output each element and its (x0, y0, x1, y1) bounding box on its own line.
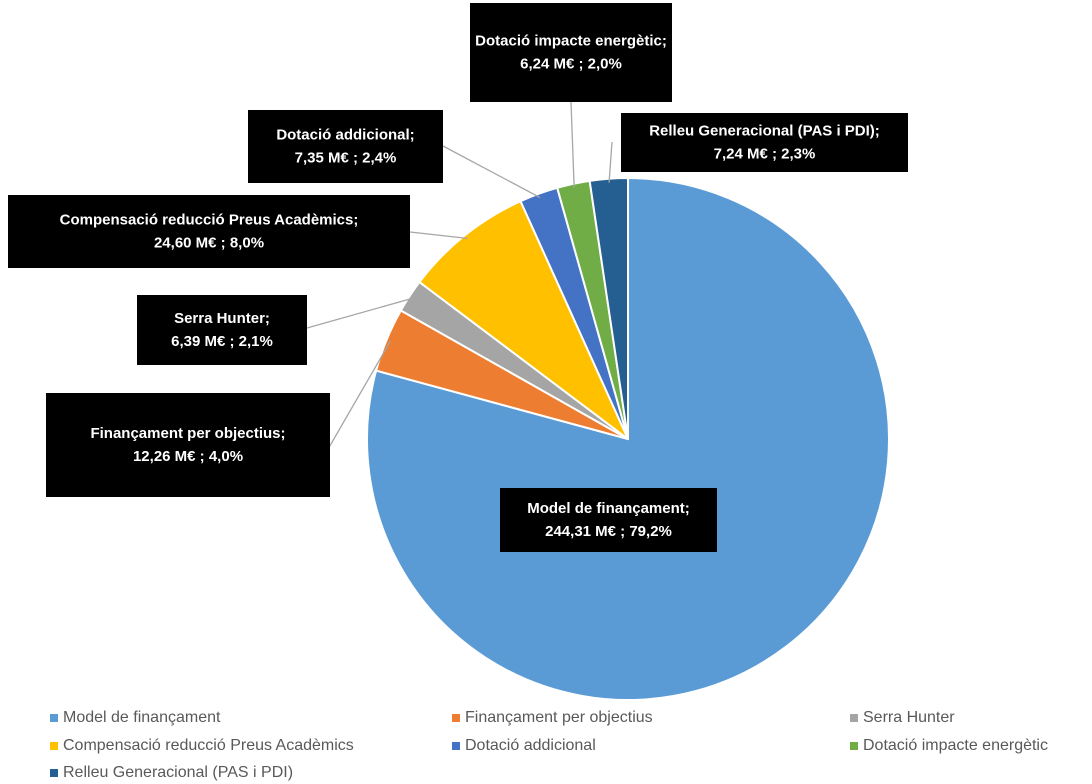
data-label: 6,39 M€ ; 2,1% (171, 333, 273, 350)
leader-line (442, 145, 541, 199)
label-box (470, 3, 672, 102)
legend-label: Finançament per objectius (465, 709, 653, 726)
leader-line (608, 141, 613, 183)
legend-label: Dotació impacte energètic (863, 737, 1048, 754)
data-label-name: Model de finançament; (527, 500, 690, 517)
leader-line (570, 101, 575, 188)
leader-line (409, 231, 468, 240)
legend-swatch (452, 742, 460, 750)
legend-label: Serra Hunter (863, 709, 955, 726)
legend-swatch (452, 714, 460, 722)
data-label-name: Dotació addicional; (276, 126, 414, 143)
data-label-name: Relleu Generacional (PAS i PDI); (649, 122, 880, 139)
data-label: 6,24 M€ ; 2,0% (520, 55, 622, 72)
label-box (248, 110, 443, 183)
legend-swatch (850, 714, 858, 722)
label-box (137, 295, 307, 365)
legend-label: Dotació addicional (465, 737, 596, 754)
data-label: 24,60 M€ ; 8,0% (154, 234, 264, 251)
leader-line (306, 297, 414, 329)
label-box (46, 393, 330, 497)
data-label-name: Dotació impacte energètic; (475, 32, 667, 49)
data-label: 7,35 M€ ; 2,4% (295, 149, 397, 166)
data-label-name: Compensació reducció Preus Acadèmics; (60, 211, 359, 228)
label-box (621, 113, 908, 172)
legend-swatch (50, 742, 58, 750)
data-label: 7,24 M€ ; 2,3% (714, 145, 816, 162)
data-label: 244,31 M€ ; 79,2% (545, 523, 672, 540)
label-box (500, 488, 717, 552)
pie-slice (418, 199, 629, 440)
data-label-name: Serra Hunter; (174, 310, 270, 327)
data-label: 12,26 M€ ; 4,0% (133, 448, 243, 465)
legend-label: Model de finançament (63, 709, 221, 726)
legend-label: Relleu Generacional (PAS i PDI) (63, 764, 293, 781)
leader-line (319, 340, 391, 464)
legend-swatch (50, 714, 58, 722)
label-box (8, 195, 410, 268)
legend-swatch (50, 769, 58, 777)
data-label-name: Finançament per objectius; (90, 425, 285, 442)
legend-label: Compensació reducció Preus Acadèmics (63, 737, 354, 754)
legend-swatch (850, 742, 858, 750)
pie-slice (366, 176, 890, 701)
